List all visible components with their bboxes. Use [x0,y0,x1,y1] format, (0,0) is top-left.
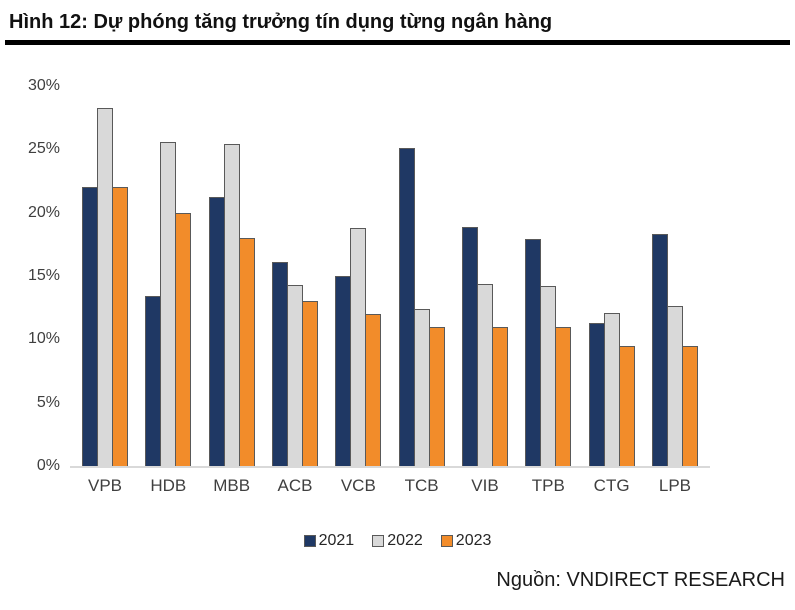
bar-2023-mbb [238,238,255,466]
y-tick-label-25: 25% [27,140,60,158]
x-axis-label-vcb: VCB [340,476,376,495]
bar-2022-vcb [350,227,367,466]
bar-2023-tcb [428,326,445,466]
bar-group-mbb [208,144,255,466]
legend-swatch-2021 [303,535,316,547]
bar-2023-vib [491,326,508,466]
bar-2023-lpb [681,345,698,466]
x-axis-label-mbb: MBB [213,476,251,495]
bar-2022-tpb [540,286,557,466]
bar-2021-acb [271,262,288,466]
bar-group-hdb [145,141,192,466]
bar-2021-mbb [208,197,225,466]
bar-2022-ctg [603,312,620,466]
bar-2022-mbb [223,144,240,466]
bar-2022-vib [476,283,493,466]
bar-2022-tcb [413,308,430,466]
x-axis-label-vib: VIB [471,476,499,495]
y-tick-label-30: 30% [27,77,60,94]
credit-growth-chart: 0% 5% 10% 15% 20% 25% 30% VPB HDB MBB ACB VCB TCB VI… [0,77,795,496]
y-axis: 0% 5% 10% 15% 20% 25% 30% [0,77,70,474]
bar-group-vcb [335,227,382,466]
bar-2021-vcb [335,276,352,466]
bar-2023-hdb [175,212,192,466]
bar-2023-acb [301,301,318,466]
legend-label-2021: 2021 [318,532,355,549]
y-tick-label-10: 10% [27,330,60,348]
bar-2023-tpb [555,326,572,466]
bar-2022-lpb [666,306,683,466]
bar-2021-lpb [651,234,668,466]
bar-2023-vcb [365,314,382,466]
bar-2021-tpb [525,239,542,466]
x-axis-labels: VPB HDB MBB ACB VCB TCB VIB TPB CTG LPB [70,476,710,496]
bar-2021-hdb [145,296,162,466]
bar-2022-hdb [160,141,177,466]
x-axis-label-lpb: LPB [658,476,692,495]
legend-item-2022: 2022 [372,532,423,550]
y-tick-label-20: 20% [27,203,60,221]
bar-2021-ctg [588,322,605,466]
plot-wrapper: VPB HDB MBB ACB VCB TCB VIB TPB CTG LPB [70,86,710,496]
source-note: Nguồn: VNDIRECT RESEARCH [496,569,785,591]
bar-group-acb [271,262,318,466]
bar-2021-vpb [82,187,98,466]
x-axis-label-acb: ACB [277,476,313,495]
chart-legend: 2021 2022 2023 [0,532,795,550]
bar-2023-ctg [618,345,635,466]
bar-group-vib [461,226,508,466]
bar-group-tpb [525,239,572,466]
legend-item-2021: 2021 [303,532,355,550]
bar-2021-tcb [398,148,415,466]
y-tick-label-15: 15% [27,267,60,284]
bar-2021-vib [461,226,478,466]
bar-group-vpb [82,107,128,466]
y-tick-label-5: 5% [36,393,60,411]
bar-2022-acb [286,284,303,466]
x-axis-label-ctg: CTG [593,476,630,495]
x-axis-label-hdb: HDB [150,476,187,495]
bar-group-ctg [588,312,635,466]
legend-swatch-2023 [440,535,453,547]
bar-group-tcb [398,148,445,466]
legend-swatch-2022 [372,535,385,547]
x-axis-label-vpb: VPB [87,476,123,495]
title-underline [5,40,790,45]
x-axis-label-tcb: TCB [404,476,439,495]
plot-area [70,86,710,468]
legend-item-2023: 2023 [440,532,492,550]
figure-title: Hình 12: Dự phóng tăng trưởng tín dụng t… [9,11,553,33]
bar-group-lpb [651,234,698,466]
bar-2023-vpb [112,187,128,466]
y-tick-label-0: 0% [36,457,60,474]
legend-label-2022: 2022 [387,532,423,549]
figure-page: Hình 12: Dự phóng tăng trưởng tín dụng t… [0,11,795,591]
x-axis-label-tpb: TPB [531,476,565,495]
bar-2022-vpb [97,107,113,466]
legend-label-2023: 2023 [455,532,492,549]
